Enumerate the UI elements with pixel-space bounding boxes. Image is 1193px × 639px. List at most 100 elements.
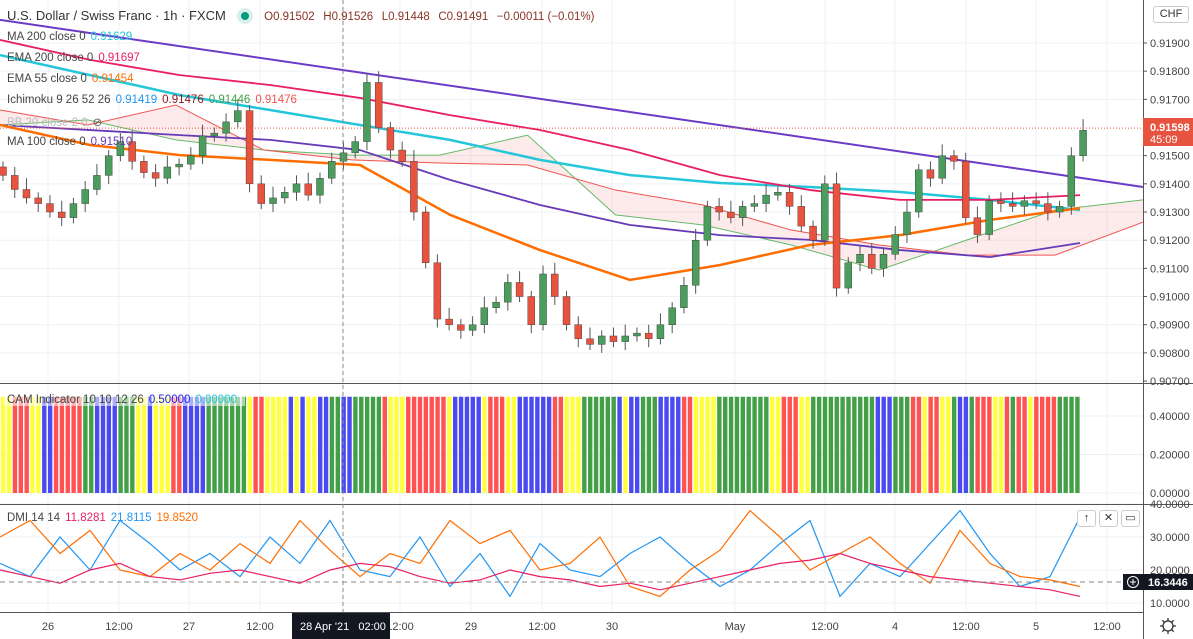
candle-body bbox=[668, 307, 676, 325]
cam-bar bbox=[435, 396, 440, 493]
overlay-line bbox=[0, 53, 1081, 212]
cam-bar bbox=[282, 396, 288, 493]
candle bbox=[116, 133, 125, 162]
cam-bar bbox=[235, 396, 241, 493]
legend-bb[interactable]: BB 20 close 2 0 ⊘ bbox=[7, 115, 107, 129]
legend-dmi[interactable]: DMI 14 14 11.8281 21.8115 19.8520 bbox=[7, 512, 203, 524]
candle-body bbox=[457, 324, 465, 331]
candle bbox=[492, 296, 500, 314]
move-pane-up-button[interactable]: ↑ bbox=[1077, 510, 1096, 527]
candle bbox=[210, 127, 219, 142]
candle-body bbox=[234, 110, 242, 123]
price-axis-label: 0.90900 bbox=[1150, 320, 1190, 332]
currency-button[interactable]: CHF bbox=[1153, 6, 1189, 23]
candle-body bbox=[1055, 206, 1064, 213]
legend-ma100[interactable]: MA 100 close 0 0.91510 bbox=[7, 136, 137, 148]
candle bbox=[915, 164, 923, 218]
candle bbox=[93, 164, 101, 196]
cam-bar bbox=[130, 396, 135, 493]
candle-body bbox=[562, 296, 571, 325]
cam-bar bbox=[723, 396, 728, 493]
cam-bar bbox=[711, 396, 716, 493]
candle bbox=[198, 124, 207, 165]
cam-bar bbox=[65, 396, 70, 493]
candle-body bbox=[598, 335, 606, 345]
symbol-legend[interactable]: U.S. Dollar / Swiss Franc · 1h · FXCM O0… bbox=[7, 8, 599, 23]
maximize-pane-button[interactable]: ▭ bbox=[1121, 510, 1140, 527]
candle-body bbox=[0, 166, 7, 176]
cam-bar bbox=[822, 396, 828, 493]
cam-bar bbox=[147, 396, 153, 493]
legend-cam[interactable]: CAM Indicator 10 10 12 26 0.50000 0.00000 bbox=[4, 394, 245, 406]
candle bbox=[633, 327, 641, 342]
time-axis-label: May bbox=[725, 621, 746, 633]
cam-bar bbox=[153, 396, 159, 493]
candle-body bbox=[198, 135, 207, 156]
candle bbox=[821, 175, 829, 246]
price-axis-label: 0.91200 bbox=[1150, 235, 1190, 247]
cam-indicator-bars bbox=[1, 396, 1080, 493]
cam-bar bbox=[646, 396, 652, 493]
candle bbox=[480, 296, 489, 334]
cam-bar bbox=[858, 396, 863, 493]
candle bbox=[574, 316, 582, 348]
cam-bar bbox=[24, 396, 29, 493]
cam-bar bbox=[775, 396, 781, 493]
candle bbox=[292, 175, 301, 201]
cam-bar bbox=[717, 396, 722, 493]
cam-bar bbox=[881, 396, 886, 493]
legend-ema55[interactable]: EMA 55 close 0 0.91454 bbox=[7, 73, 138, 85]
symbol-title[interactable]: U.S. Dollar / Swiss Franc · 1h · FXCM bbox=[7, 8, 226, 23]
close-pane-button[interactable]: ✕ bbox=[1099, 510, 1118, 527]
cam-bar bbox=[611, 396, 616, 493]
cam-bar bbox=[1022, 396, 1027, 493]
price-axis-label: 0.91300 bbox=[1150, 207, 1190, 219]
candle bbox=[1044, 192, 1052, 221]
axes[interactable]: 0.91900 0.91800 0.91700 0.91500 0.91400 0.913… bbox=[42, 38, 1190, 633]
cam-bar bbox=[1, 396, 6, 493]
time-axis-label: 30 bbox=[606, 621, 618, 633]
candle bbox=[445, 307, 453, 331]
candle bbox=[504, 273, 512, 311]
candle-body bbox=[950, 155, 958, 162]
cam-bar bbox=[1016, 396, 1021, 493]
candle bbox=[22, 178, 31, 204]
time-axis-label: 5 bbox=[1033, 621, 1039, 633]
cam-bar bbox=[470, 396, 475, 493]
dmi-axis-label: 30.0000 bbox=[1150, 532, 1190, 544]
time-axis-label: 12:00 bbox=[528, 621, 556, 633]
time-axis-label: 27 bbox=[183, 621, 195, 633]
settings-gear-icon[interactable] bbox=[1160, 618, 1176, 634]
cam-bar bbox=[100, 396, 106, 493]
candle bbox=[58, 200, 66, 227]
cam-bar bbox=[136, 396, 141, 493]
candle-body bbox=[210, 132, 219, 137]
candle-body bbox=[961, 161, 970, 218]
candle bbox=[738, 200, 747, 227]
candle bbox=[785, 183, 794, 215]
cam-bar bbox=[781, 396, 787, 493]
legend-value: 0.91446 bbox=[208, 94, 251, 106]
cam-bar bbox=[787, 396, 792, 493]
candle-body bbox=[187, 155, 195, 165]
candle bbox=[468, 316, 477, 336]
cam-bar bbox=[523, 396, 528, 493]
plus-icon[interactable] bbox=[1127, 576, 1139, 588]
cam-bar bbox=[640, 396, 646, 493]
candle bbox=[879, 248, 888, 277]
legend-ichimoku[interactable]: Ichimoku 9 26 52 26 0.91419 0.91476 0.91446… bbox=[7, 94, 302, 106]
legend-ma200[interactable]: MA 200 close 0 0.91629 bbox=[7, 31, 137, 43]
legend-label: MA 200 close 0 bbox=[7, 31, 86, 43]
cam-bar bbox=[188, 396, 194, 493]
legend-ema200[interactable]: EMA 200 close 0 0.91697 bbox=[7, 52, 145, 64]
cam-bar bbox=[388, 396, 393, 493]
cam-bar bbox=[182, 396, 188, 493]
cam-bar bbox=[588, 396, 593, 493]
cam-bar bbox=[206, 396, 211, 493]
candle bbox=[856, 245, 864, 272]
cam-bar bbox=[177, 396, 182, 493]
hidden-eye-icon[interactable]: ⊘ bbox=[92, 117, 103, 129]
candle-body bbox=[832, 183, 841, 289]
cam-bar bbox=[1034, 396, 1039, 493]
